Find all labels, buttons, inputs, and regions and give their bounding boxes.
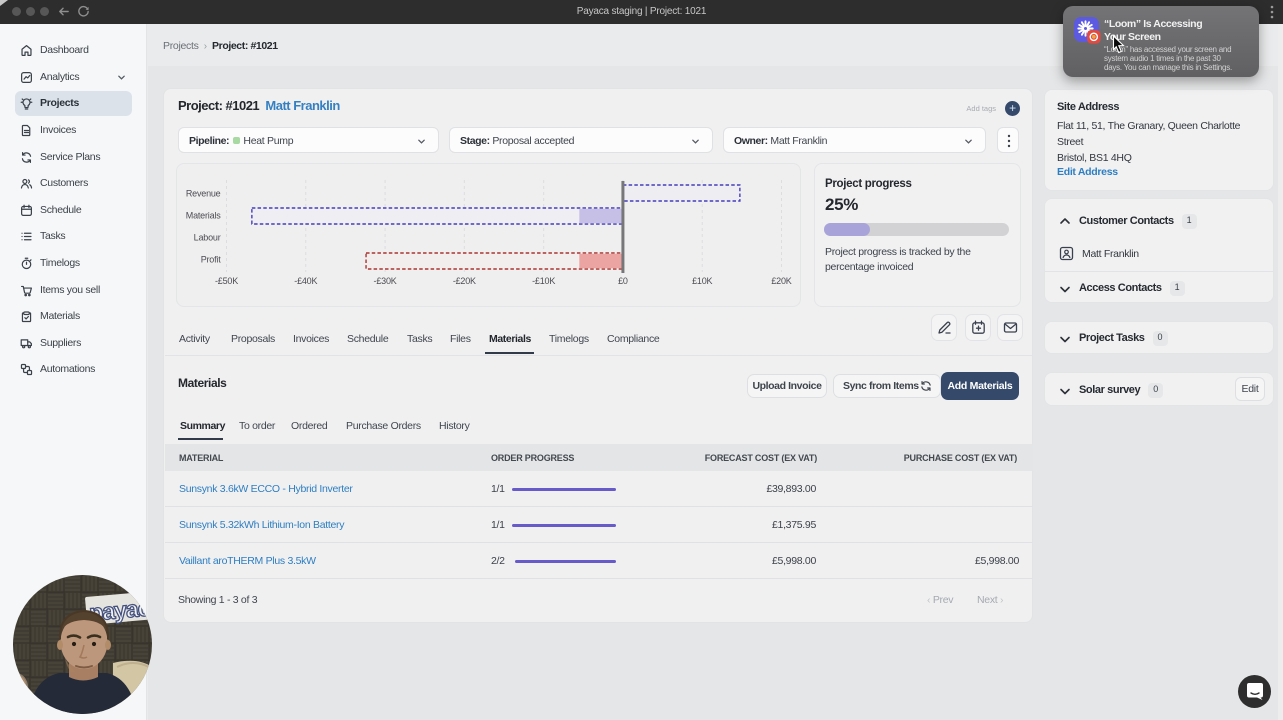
svg-text:-£40K: -£40K xyxy=(294,276,317,286)
svg-text:-£30K: -£30K xyxy=(374,276,397,286)
svg-text:-£20K: -£20K xyxy=(453,276,476,286)
svg-text:£20K: £20K xyxy=(771,276,791,286)
svg-text:Labour: Labour xyxy=(194,233,221,243)
svg-text:Materials: Materials xyxy=(186,211,221,221)
svg-text:£10K: £10K xyxy=(692,276,712,286)
svg-text:£0: £0 xyxy=(618,276,628,286)
svg-text:-£10K: -£10K xyxy=(532,276,555,286)
svg-text:Profit: Profit xyxy=(201,255,222,265)
svg-text:Revenue: Revenue xyxy=(186,189,221,199)
svg-text:-£50K: -£50K xyxy=(215,276,238,286)
